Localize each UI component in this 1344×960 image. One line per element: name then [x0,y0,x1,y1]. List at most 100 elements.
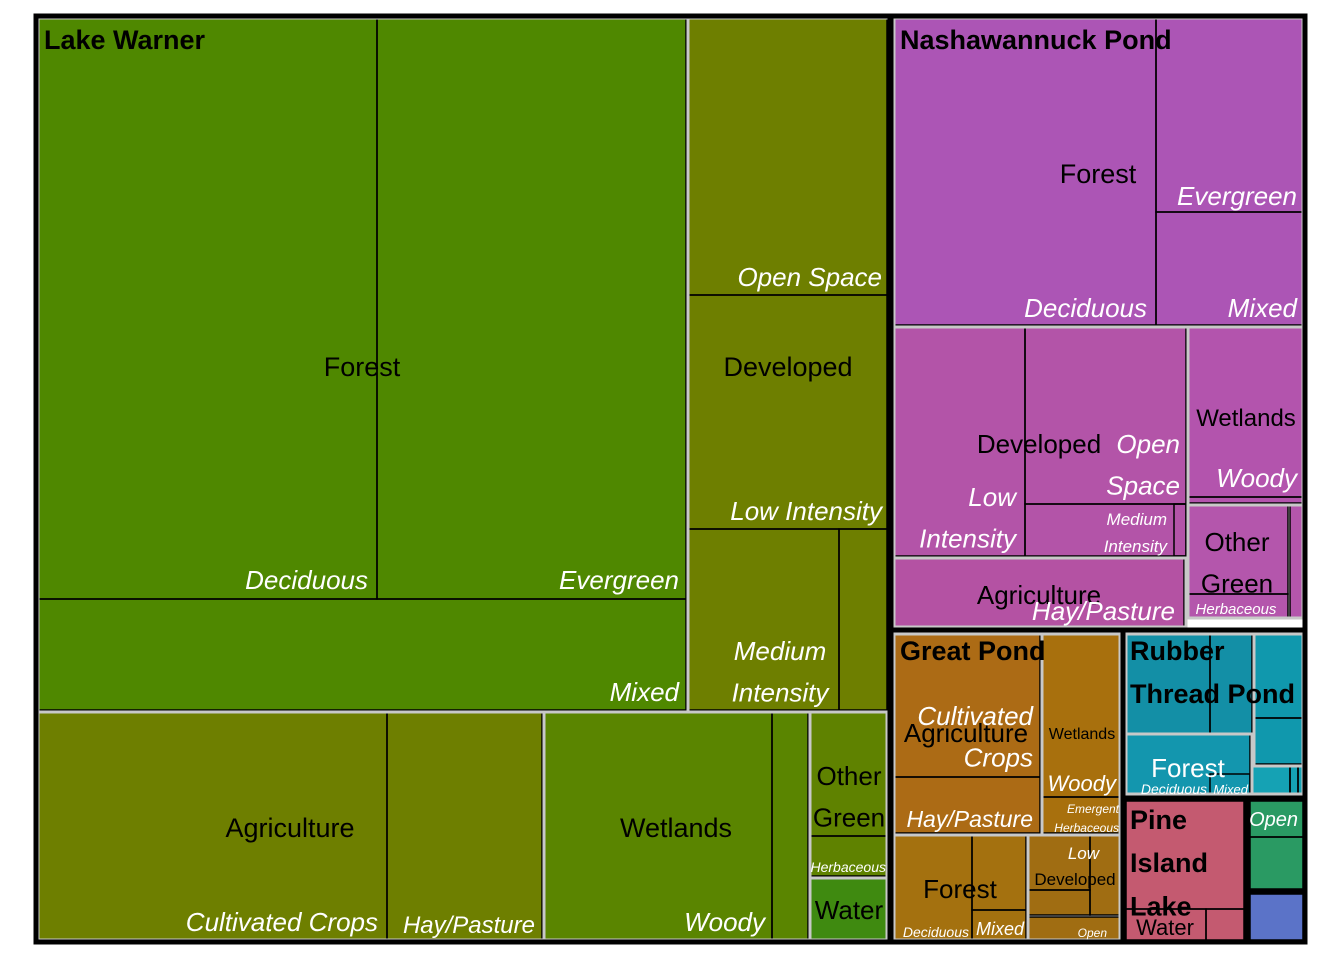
label-water: Water [1136,915,1194,940]
label-wetlands: Wetlands [620,813,732,843]
leaf-great-pond-agriculture-cultivated-crops [894,634,1040,777]
leaf-nashawannuck-pond-forest-mixed [1156,212,1303,325]
leaf-nashawannuck-pond-developed-low-intensity [894,327,1025,556]
label-open-space-line-1: Open [1116,429,1180,459]
leaf-nashawannuck-pond-wetlands-item-1 [1188,497,1303,503]
leaf-border-1-1-3 [1173,503,1187,557]
leaf-lake-warner-developed-medium-intensity [688,529,839,710]
label-low-intensity-line-2: Intensity [919,524,1018,554]
label-cultivated-crops: Cultivated Crops [186,907,378,937]
leaf-great-pond-developed-item-3 [1090,835,1120,915]
leaf-rubber-thread-pond-group-1-item-0 [1254,634,1303,718]
label-open-space-line-2: Space [1106,471,1180,501]
leaf-great-pond-forest-mixed [972,835,1026,910]
leaf-great-pond-developed-low [1028,835,1090,890]
leaf-lake-warner-wetlands-item-1 [772,712,808,940]
label-lake-warner: Lake Warner [44,25,206,55]
label-woody: Woody [1048,771,1118,796]
pond-borders [33,13,1308,945]
leaf-border-0-1-3 [838,528,888,711]
leaf-nashawannuck-pond-wetlands-woody [1188,327,1303,497]
leaf-nashawannuck-pond-other-green-herbaceous [1188,594,1288,618]
leaf-fills [38,18,1303,940]
label-wetlands: Wetlands [1049,726,1115,743]
label-other-green-line-2: Green [1201,569,1273,599]
leaf-rubber-thread-pond-group-3-item-2 [1298,766,1303,794]
label-deciduous: Deciduous [245,565,368,595]
label-open: Open [1249,809,1298,831]
label-agriculture: Agriculture [904,718,1028,748]
leaf-pine-island-lake-water-item-1 [1126,909,1206,940]
leaf-great-pond-forest-deciduous [894,835,972,940]
label-forest: Forest [1060,159,1137,189]
leaf-great-pond-forest-item-2 [972,910,1026,940]
label-agriculture: Agriculture [977,580,1101,610]
label-emergent-herbaceous-line-2: Herbaceous [1054,821,1119,835]
leaf-lake-warner-developed-low-intensity [688,295,887,529]
label-great-pond: Great Pond [900,636,1046,666]
leaf-nashawannuck-pond-agriculture-hay-pasture [894,558,1184,627]
leaf-lake-warner-other-green-herbaceous [810,836,887,876]
leaf-rubber-thread-pond-group-1-item-1 [1254,718,1303,764]
leaf-rubber-thread-pond-group-3-item-0 [1252,766,1290,794]
label-evergreen: Evergreen [1177,181,1297,211]
label-low: Low [1068,844,1101,863]
label-other-green-line-1: Other [816,761,881,791]
label-developed: Developed [1034,870,1115,889]
label-medium-intensity-line-2: Intensity [732,678,831,708]
label-herbaceous: Herbaceous [811,859,887,875]
label-mixed: Mixed [976,919,1025,939]
label-low-intensity: Low Intensity [730,496,884,526]
label-low-intensity-line-1: Low [968,482,1018,512]
leaf-lake-warner-developed-item-3 [839,529,887,710]
label-wetlands: Wetlands [1196,405,1296,432]
leaf-great-pond-wetlands-emergent-herbaceous [1042,797,1120,833]
label-deciduous: Deciduous [1141,781,1207,797]
label-mixed: Mixed [1213,782,1248,797]
leaf-great-pond-wetlands-woody [1042,634,1120,797]
leaf-nashawannuck-pond-forest-deciduous [894,18,1156,325]
label-woody: Woody [1216,463,1299,493]
group-border-rubber-thread-pond-forest [1124,732,1254,796]
label-evergreen: Evergreen [559,565,679,595]
pond-border-block-6 [1244,889,1308,945]
label-emergent-herbaceous-line-1: Emergent [1067,802,1120,816]
label-pine-island-lake-line-2: Island [1130,848,1208,878]
label-herbaceous: Herbaceous [1196,601,1277,618]
leaf-lake-warner-agriculture-cultivated-crops [38,712,387,940]
label-hay-pasture: Hay/Pasture [403,912,535,939]
leaf-lake-warner-agriculture-hay-pasture [387,712,542,940]
leaf-nashawannuck-pond-developed-open-space [1025,327,1186,504]
label-forest: Forest [324,352,401,382]
leaf-nashawannuck-pond-other-green-item-0 [1188,505,1288,594]
label-deciduous: Deciduous [903,924,969,940]
leaf-rubber-thread-pond-group-0-item-1 [1210,634,1252,734]
leaf-lake-warner-other-green-item-0 [810,712,887,836]
leaf-nashawannuck-pond-developed-item-3 [1174,504,1186,556]
label-pine-island-lake-line-1: Pine [1130,805,1187,835]
label-hay-pasture: Hay/Pasture [1032,596,1175,626]
label-open: Open [1078,926,1108,940]
label-hay-pasture: Hay/Pasture [906,806,1033,832]
group-border-nashawannuck-pond-agriculture [892,556,1188,629]
label-cultivated-crops-line-1: Cultivated [917,701,1034,731]
leaf-lake-warner-developed-open-space [688,18,887,295]
leaf-lake-warner-wetlands-woody [544,712,772,940]
label-developed: Developed [977,429,1101,459]
label-cultivated-crops-line-2: Crops [964,743,1033,773]
leaf-nashawannuck-pond-forest-evergreen [1156,18,1303,212]
leaf-great-pond-developed-item-1 [1028,890,1090,915]
label-open-space: Open Space [737,262,882,292]
leaf-great-pond-developed-open [1028,917,1120,940]
leaf-lake-warner-forest-evergreen [377,18,686,599]
label-forest: Forest [1151,753,1225,783]
leaf-block-5-group-0-open [1250,801,1303,837]
label-other-green-line-2: Green [813,803,885,833]
label-deciduous: Deciduous [1024,293,1147,323]
label-woody: Woody [684,907,767,937]
label-medium-intensity-line-2: Intensity [1104,537,1169,556]
label-agriculture: Agriculture [225,813,354,843]
leaf-rubber-thread-pond-group-3-item-1 [1290,766,1298,794]
label-rubber-thread-pond-line-2: Thread Pond [1130,679,1295,709]
